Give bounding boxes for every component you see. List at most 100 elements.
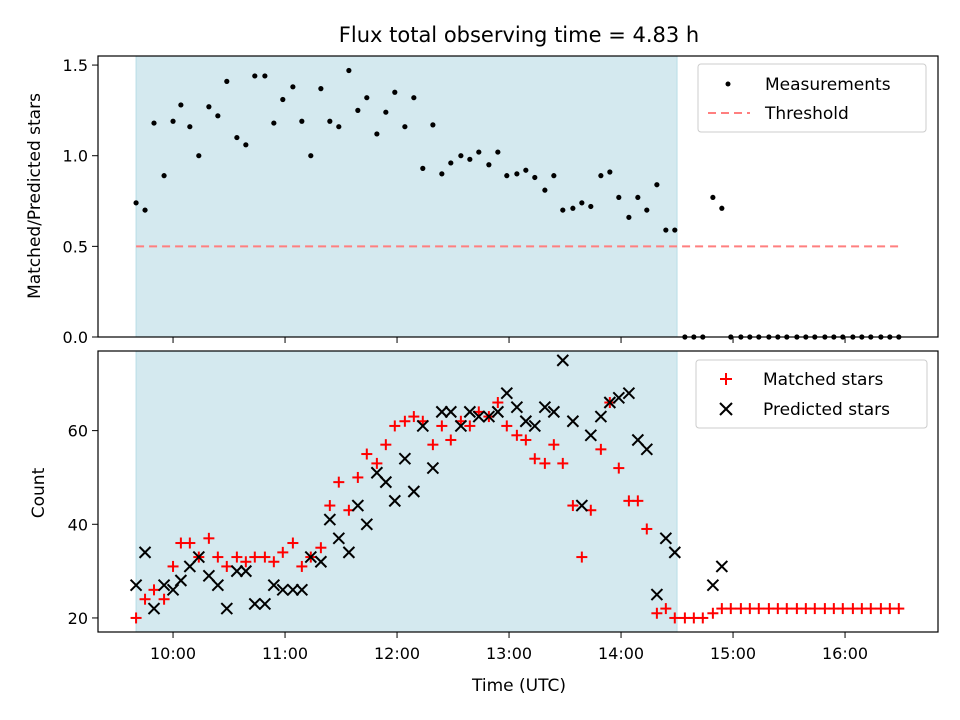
- xtick-label: 12:00: [374, 644, 420, 663]
- matched-star-point: [408, 411, 420, 423]
- predicted-star-stroke: [603, 396, 617, 409]
- predicted-star-point: [138, 546, 152, 559]
- legend-measurements-marker: [725, 81, 731, 87]
- measurement-point: [467, 156, 473, 162]
- measurement-point: [224, 78, 230, 84]
- bottom-ytick-label: 40: [68, 515, 88, 534]
- predicted-star-point: [342, 546, 356, 559]
- predicted-star-stroke: [202, 569, 216, 583]
- measurement-point: [420, 165, 426, 171]
- measurement-point: [514, 171, 520, 177]
- predicted-star-point: [267, 578, 281, 592]
- measurement-point: [458, 153, 464, 159]
- predicted-star-point: [622, 386, 636, 400]
- predicted-star-point: [463, 405, 477, 419]
- measurement-point: [476, 149, 482, 155]
- matched-star-point: [669, 612, 681, 624]
- xtick-label: 14:00: [598, 644, 644, 663]
- xtick-label: 13:00: [486, 644, 532, 663]
- matched-star-point: [501, 420, 513, 432]
- measurement-point: [196, 153, 202, 159]
- predicted-star-point: [668, 546, 682, 559]
- predicted-star-point: [323, 513, 337, 526]
- measurement-point: [336, 124, 342, 130]
- top-observing-span: [135, 55, 678, 338]
- matched-star-point: [613, 462, 625, 474]
- predicted-star-point: [157, 578, 171, 592]
- matched-star-point: [221, 560, 233, 572]
- matched-star-point: [130, 612, 142, 624]
- measurement-point: [252, 73, 258, 79]
- matched-star-point: [240, 556, 252, 568]
- matched-star-point: [427, 439, 439, 451]
- matched-star-point: [296, 560, 308, 572]
- matched-star-point: [697, 612, 709, 624]
- predicted-star-stroke: [388, 494, 402, 508]
- predicted-star-point: [435, 405, 449, 419]
- bottom-ylabel: Count: [29, 467, 49, 518]
- matched-star-point: [576, 551, 588, 563]
- predicted-star-point: [426, 461, 440, 475]
- predicted-star-stroke: [706, 578, 720, 592]
- measurement-point: [710, 194, 716, 201]
- predicted-star-point: [519, 415, 533, 428]
- measurement-point: [579, 200, 585, 206]
- predicted-star-stroke: [715, 560, 729, 573]
- predicted-star-stroke: [192, 550, 206, 564]
- measurement-point: [271, 120, 277, 126]
- predicted-star-point: [482, 410, 496, 423]
- matched-star-point: [158, 593, 170, 605]
- predicted-star-stroke: [491, 405, 505, 419]
- measurement-point: [364, 95, 370, 101]
- matched-star-point: [315, 542, 327, 554]
- legend-bottom: Matched stars Predicted stars: [695, 359, 928, 429]
- predicted-star-stroke: [138, 546, 152, 559]
- predicted-star-stroke: [166, 583, 180, 597]
- legend-bottom-frame: [695, 359, 928, 429]
- predicted-star-point: [239, 564, 253, 578]
- matched-star-point: [651, 607, 663, 619]
- measurement-point: [635, 194, 641, 201]
- predicted-star-stroke: [370, 466, 384, 479]
- predicted-star-stroke: [454, 419, 468, 433]
- predicted-star-stroke: [286, 583, 300, 597]
- xtick-label: 16:00: [822, 644, 868, 663]
- predicted-star-stroke: [379, 475, 393, 489]
- predicted-star-stroke: [174, 574, 188, 587]
- predicted-star-point: [491, 405, 505, 419]
- legend-top-frame: [697, 63, 927, 133]
- predicted-star-stroke: [547, 405, 561, 419]
- predicted-star-point: [444, 405, 458, 419]
- matched-star-point: [725, 603, 737, 615]
- predicted-star-stroke: [444, 405, 458, 419]
- matched-star-point: [371, 457, 383, 469]
- measurement-point: [672, 227, 678, 233]
- predicted-star-point: [360, 518, 374, 531]
- xtick-label: 11:00: [262, 644, 308, 663]
- matched-star-point: [567, 500, 579, 512]
- measurement-point: [402, 124, 408, 130]
- predicted-star-point: [472, 410, 486, 423]
- predicted-star-stroke: [360, 518, 374, 531]
- predicted-star-point: [640, 443, 654, 456]
- predicted-star-point: [276, 583, 290, 597]
- matched-star-point: [203, 532, 215, 544]
- predicted-star-stroke: [351, 499, 365, 512]
- predicted-star-stroke: [332, 532, 346, 545]
- predicted-star-stroke: [407, 485, 421, 498]
- matched-star-point: [287, 537, 299, 549]
- predicted-star-point: [538, 400, 552, 414]
- predicted-star-point: [407, 485, 421, 498]
- predicted-star-point: [650, 588, 664, 601]
- measurement-point: [234, 134, 240, 141]
- matched-star-point: [641, 523, 653, 535]
- predicted-star-stroke: [519, 415, 533, 428]
- matched-star-point: [167, 560, 179, 572]
- predicted-star-stroke: [416, 419, 430, 433]
- predicted-star-point: [398, 452, 412, 465]
- predicted-star-stroke: [267, 578, 281, 592]
- predicted-star-stroke: [622, 386, 636, 400]
- predicted-star-point: [416, 419, 430, 433]
- measurement-point: [570, 205, 576, 211]
